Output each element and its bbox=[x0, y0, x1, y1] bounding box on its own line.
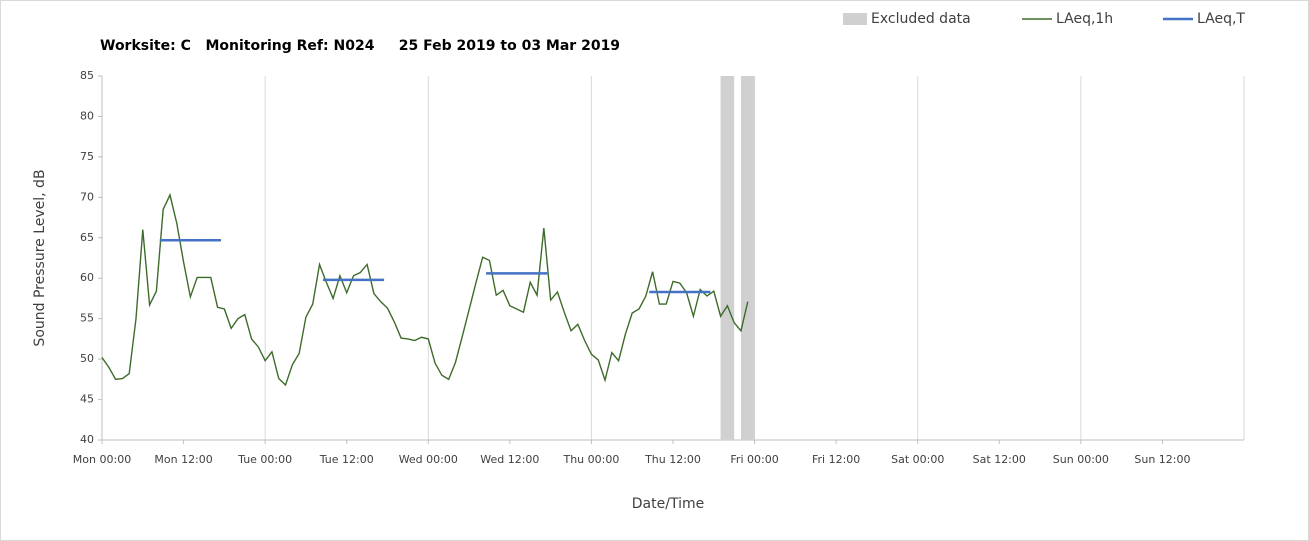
x-tick-label: Sun 00:00 bbox=[1053, 453, 1109, 466]
legend-label: Excluded data bbox=[871, 11, 971, 27]
chart-title: Worksite: C Monitoring Ref: N024 25 Feb … bbox=[100, 38, 620, 54]
x-tick-label: Tue 00:00 bbox=[237, 453, 292, 466]
x-tick-label: Sat 12:00 bbox=[973, 453, 1026, 466]
x-tick-label: Tue 12:00 bbox=[319, 453, 374, 466]
excluded-band bbox=[720, 76, 735, 440]
x-tick-label: Thu 00:00 bbox=[562, 453, 619, 466]
legend-swatch bbox=[843, 13, 867, 25]
legend-label: LAeq,1h bbox=[1056, 11, 1113, 27]
x-tick-label: Wed 00:00 bbox=[399, 453, 458, 466]
excluded-band bbox=[740, 76, 755, 440]
y-tick-label: 60 bbox=[80, 271, 94, 284]
data-line bbox=[101, 192, 749, 387]
x-tick-label: Fri 12:00 bbox=[812, 453, 860, 466]
y-tick-label: 85 bbox=[80, 69, 94, 82]
y-tick-label: 55 bbox=[80, 312, 94, 325]
y-tick-label: 40 bbox=[80, 433, 94, 446]
x-tick-label: Sat 00:00 bbox=[891, 453, 944, 466]
y-tick-label: 65 bbox=[80, 231, 94, 244]
y-tick-label: 50 bbox=[80, 352, 94, 365]
x-tick-label: Thu 12:00 bbox=[644, 453, 701, 466]
y-axis-title: Sound Pressure Level, dB bbox=[32, 169, 48, 346]
x-tick-label: Mon 12:00 bbox=[154, 453, 212, 466]
x-tick-label: Fri 00:00 bbox=[730, 453, 778, 466]
y-tick-label: 70 bbox=[80, 190, 94, 203]
legend-label: LAeq,T bbox=[1197, 11, 1245, 27]
x-axis-title: Date/Time bbox=[632, 496, 704, 512]
y-tick-label: 45 bbox=[80, 393, 94, 406]
x-tick-label: Sun 12:00 bbox=[1134, 453, 1190, 466]
y-tick-label: 75 bbox=[80, 150, 94, 163]
x-tick-label: Mon 00:00 bbox=[73, 453, 131, 466]
y-tick-label: 80 bbox=[80, 109, 94, 122]
x-tick-label: Wed 12:00 bbox=[480, 453, 539, 466]
